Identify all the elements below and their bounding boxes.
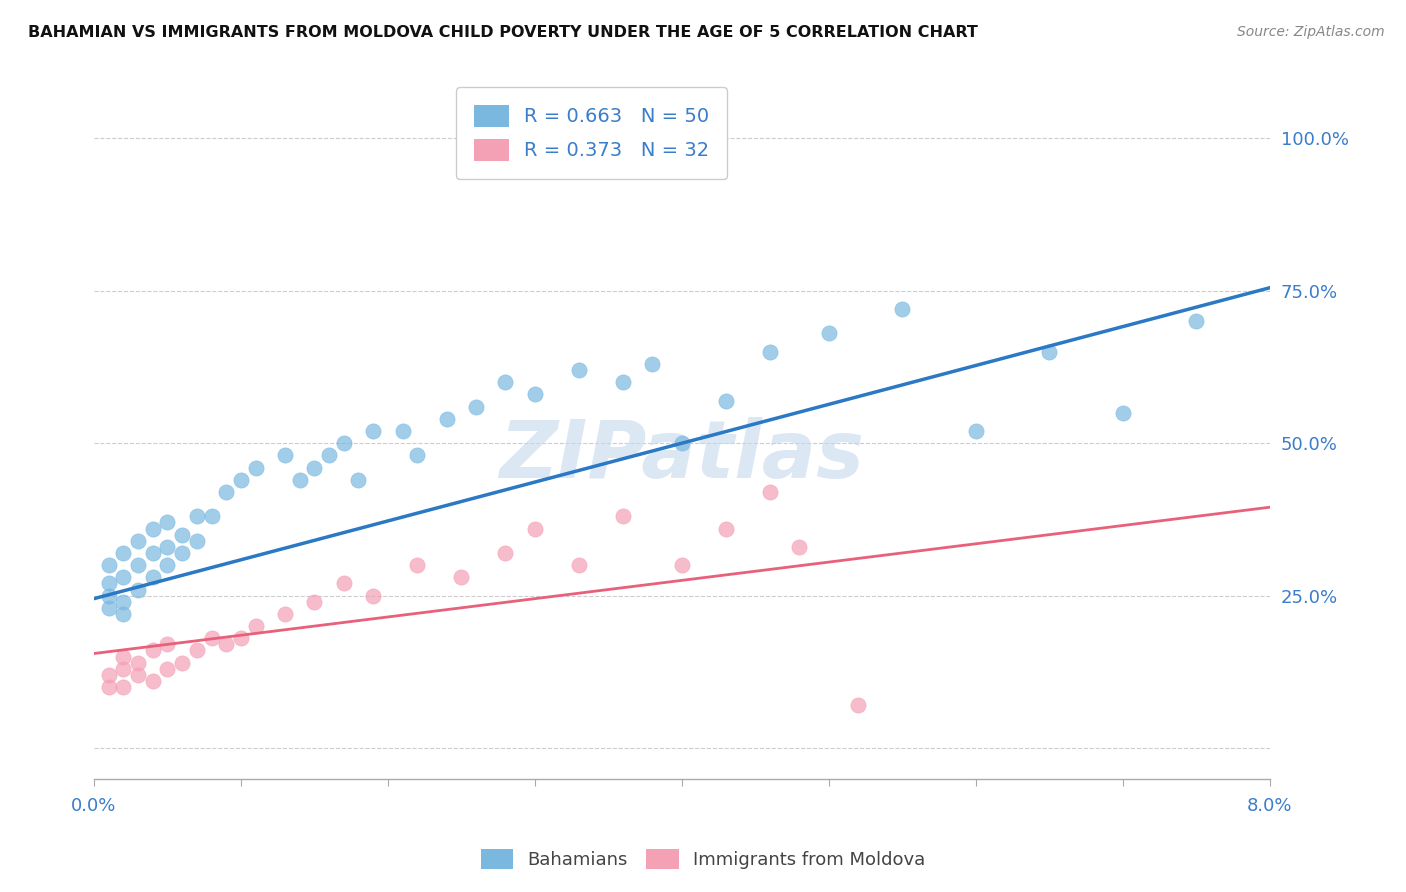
Text: BAHAMIAN VS IMMIGRANTS FROM MOLDOVA CHILD POVERTY UNDER THE AGE OF 5 CORRELATION: BAHAMIAN VS IMMIGRANTS FROM MOLDOVA CHIL… (28, 25, 979, 40)
Point (200, 509, 222, 524)
Point (641, 357, 664, 371)
Point (1038, 344, 1060, 359)
Point (817, 326, 839, 341)
Text: ZIPatlas: ZIPatlas (499, 417, 865, 495)
Point (142, 570, 165, 584)
Point (391, 424, 413, 438)
Point (172, 656, 194, 670)
Point (274, 449, 297, 463)
Point (156, 558, 179, 573)
Point (612, 509, 634, 524)
Legend: Bahamians, Immigrants from Moldova: Bahamians, Immigrants from Moldova (471, 839, 935, 879)
Point (112, 607, 135, 621)
Point (112, 546, 135, 560)
Point (568, 363, 591, 377)
Point (127, 582, 149, 597)
Point (406, 449, 429, 463)
Point (789, 540, 811, 554)
Point (156, 540, 179, 554)
Point (172, 546, 194, 560)
Point (523, 387, 546, 401)
Point (361, 424, 384, 438)
Point (127, 533, 149, 548)
Point (245, 619, 267, 633)
Point (347, 473, 370, 487)
Point (156, 637, 179, 651)
Point (112, 570, 135, 584)
Point (671, 558, 693, 573)
Point (494, 376, 516, 390)
Point (229, 473, 252, 487)
Point (186, 533, 208, 548)
Point (172, 527, 194, 541)
Point (156, 516, 179, 530)
Point (97, 680, 120, 694)
Point (200, 632, 222, 646)
Point (1185, 314, 1208, 328)
Point (714, 522, 737, 536)
Point (186, 643, 208, 657)
Point (759, 485, 782, 500)
Point (127, 656, 149, 670)
Point (361, 589, 384, 603)
Point (436, 412, 458, 426)
Point (846, 698, 869, 713)
Point (318, 449, 340, 463)
Point (97, 668, 120, 682)
Point (333, 576, 356, 591)
Point (127, 668, 149, 682)
Point (714, 393, 737, 408)
Point (186, 509, 208, 524)
Legend: R = 0.663   N = 50, R = 0.373   N = 32: R = 0.663 N = 50, R = 0.373 N = 32 (457, 87, 727, 178)
Point (568, 558, 591, 573)
Point (97, 576, 120, 591)
Point (215, 637, 238, 651)
Point (127, 558, 149, 573)
Point (97, 558, 120, 573)
Point (1112, 406, 1135, 420)
Point (759, 344, 782, 359)
Point (333, 436, 356, 450)
Point (523, 522, 546, 536)
Point (891, 302, 914, 317)
Point (494, 546, 516, 560)
Point (465, 400, 488, 414)
Point (274, 607, 297, 621)
Point (671, 436, 693, 450)
Point (97, 589, 120, 603)
Point (215, 485, 238, 500)
Point (112, 649, 135, 664)
Point (612, 376, 634, 390)
Point (450, 570, 472, 584)
Point (304, 460, 326, 475)
Point (406, 558, 429, 573)
Point (142, 673, 165, 688)
Point (245, 460, 267, 475)
Point (112, 595, 135, 609)
Point (156, 662, 179, 676)
Point (304, 595, 326, 609)
Point (142, 522, 165, 536)
Point (97, 600, 120, 615)
Point (229, 632, 252, 646)
Point (142, 546, 165, 560)
Point (112, 680, 135, 694)
Point (112, 662, 135, 676)
Text: Source: ZipAtlas.com: Source: ZipAtlas.com (1237, 25, 1385, 39)
Point (288, 473, 311, 487)
Point (142, 643, 165, 657)
Point (965, 424, 987, 438)
